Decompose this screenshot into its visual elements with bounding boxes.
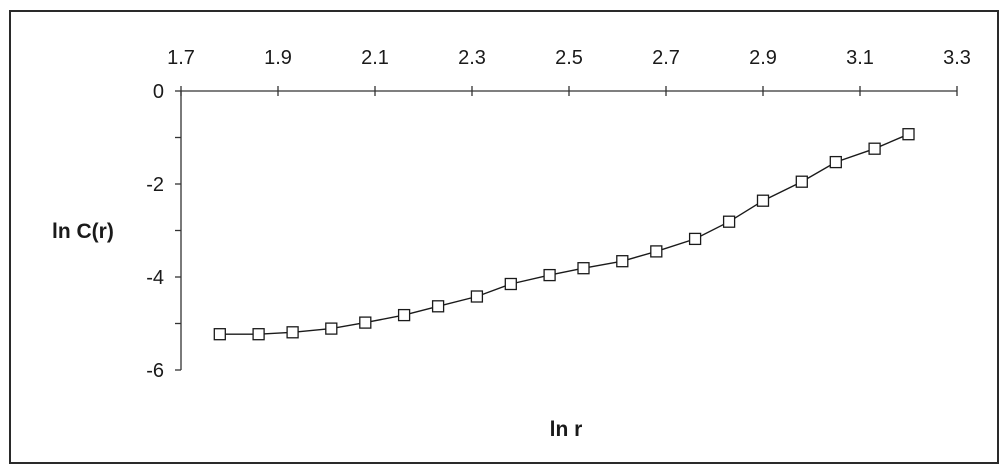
data-series <box>213 128 915 341</box>
data-point <box>650 245 663 258</box>
y-tick-label: 0 <box>153 81 164 103</box>
data-point <box>829 155 842 169</box>
data-point <box>543 268 556 282</box>
x-tick-label: 3.1 <box>846 47 874 69</box>
data-point <box>868 142 881 155</box>
y-tick-label: -6 <box>146 360 164 382</box>
data-point <box>902 128 915 141</box>
data-point <box>397 308 411 322</box>
x-tick-label: 2.3 <box>458 47 486 69</box>
axes <box>175 86 958 371</box>
data-point <box>616 255 629 268</box>
y-axis-title: ln C(r) <box>52 220 114 243</box>
x-tick-label: 2.7 <box>652 47 680 69</box>
data-point <box>359 316 372 329</box>
x-tick-label: 2.1 <box>361 47 389 69</box>
tick-labels: 1.7 1.9 2.1 2.3 2.5 2.7 2.9 3.1 3.3 0 -2 -4 -6 <box>146 47 971 382</box>
data-point <box>722 215 736 228</box>
data-point <box>325 322 338 335</box>
data-point <box>577 262 590 275</box>
x-axis-title: ln r <box>550 418 583 441</box>
x-tick-label: 3.3 <box>943 47 971 69</box>
chart-frame <box>9 10 999 464</box>
data-point <box>688 232 702 246</box>
data-point <box>286 326 299 339</box>
series-line <box>219 133 909 335</box>
data-point <box>470 290 484 303</box>
data-point <box>795 175 808 188</box>
x-tick-label: 1.7 <box>167 47 195 69</box>
data-point <box>252 328 265 341</box>
x-tick-label: 2.5 <box>555 47 583 69</box>
x-tick-label: 2.9 <box>749 47 777 69</box>
data-point <box>431 300 445 313</box>
data-point <box>504 277 517 291</box>
y-tick-label: -2 <box>146 174 164 196</box>
data-point <box>756 194 770 207</box>
y-tick-label: -4 <box>146 267 164 289</box>
x-tick-label: 1.9 <box>264 47 292 69</box>
data-point <box>213 328 226 341</box>
